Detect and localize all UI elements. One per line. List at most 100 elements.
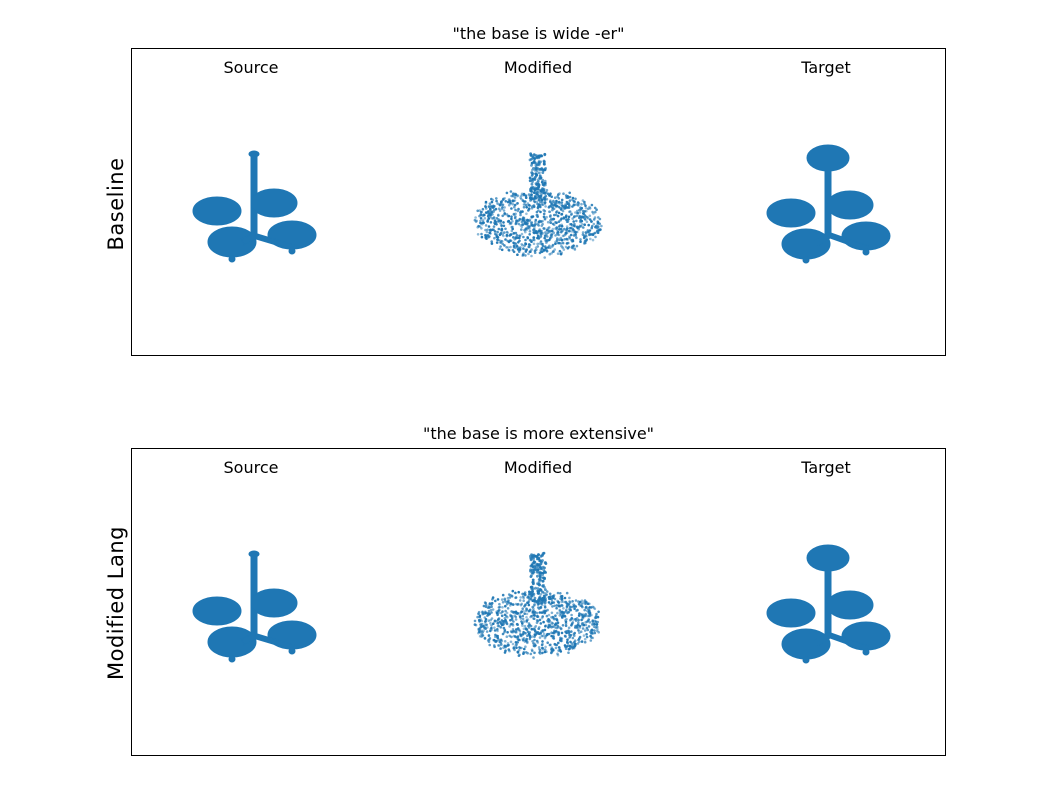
point <box>480 619 483 623</box>
point <box>560 600 563 603</box>
point <box>480 625 483 628</box>
point <box>568 204 571 208</box>
point <box>522 247 525 250</box>
point <box>539 602 543 605</box>
point <box>555 604 559 607</box>
point <box>526 219 529 222</box>
point <box>553 203 556 207</box>
point <box>583 217 587 220</box>
point <box>558 648 562 652</box>
point <box>485 630 489 633</box>
point <box>505 614 508 618</box>
point <box>587 223 590 227</box>
point <box>520 610 523 614</box>
point <box>594 614 598 618</box>
point <box>514 618 518 621</box>
point <box>495 639 498 643</box>
point <box>541 596 544 600</box>
point <box>541 640 544 643</box>
point <box>550 252 553 255</box>
point <box>507 643 510 647</box>
point <box>521 592 524 596</box>
point <box>541 651 544 655</box>
point <box>556 230 560 233</box>
point <box>550 233 554 236</box>
point <box>555 618 559 622</box>
point <box>579 225 583 228</box>
point <box>522 620 526 623</box>
point <box>503 244 506 247</box>
point <box>497 207 501 210</box>
point <box>509 604 512 607</box>
point <box>578 626 582 629</box>
point <box>531 224 535 228</box>
point <box>511 202 515 206</box>
point <box>593 631 597 635</box>
point <box>560 198 564 202</box>
point <box>505 191 509 195</box>
point <box>477 631 480 635</box>
point <box>590 629 594 632</box>
point <box>533 191 536 194</box>
point <box>573 641 576 644</box>
point <box>537 209 540 212</box>
point <box>538 651 541 654</box>
point <box>585 215 589 219</box>
point <box>498 620 502 624</box>
point <box>572 220 575 223</box>
point <box>532 617 536 620</box>
point-cloud-target-lamp <box>766 544 891 664</box>
point <box>541 559 544 562</box>
point <box>484 207 488 210</box>
point <box>596 231 600 234</box>
point <box>506 239 509 243</box>
point <box>560 213 563 216</box>
point <box>496 621 499 625</box>
point <box>576 201 580 204</box>
point <box>566 640 569 644</box>
point <box>493 221 496 225</box>
point <box>589 634 592 638</box>
point <box>482 604 486 608</box>
point <box>527 603 531 607</box>
point <box>485 234 489 237</box>
point <box>538 242 541 245</box>
point <box>581 222 584 226</box>
point <box>535 631 539 634</box>
point <box>543 218 547 221</box>
point <box>525 612 529 616</box>
point <box>550 648 553 651</box>
point <box>568 235 571 238</box>
point <box>478 225 482 228</box>
point <box>555 239 559 242</box>
point <box>541 590 544 594</box>
point <box>578 208 581 212</box>
point <box>514 630 518 634</box>
point <box>546 608 549 612</box>
point <box>559 252 563 256</box>
point <box>533 231 536 234</box>
point <box>589 237 592 241</box>
point <box>523 202 527 206</box>
point <box>533 157 537 161</box>
point <box>557 233 561 237</box>
point <box>568 229 571 233</box>
point <box>549 595 552 598</box>
point <box>516 194 519 198</box>
row-label-modified-lang: Modified Lang <box>104 526 128 680</box>
point <box>521 254 524 257</box>
point <box>539 622 543 625</box>
point <box>507 214 511 218</box>
point <box>516 627 520 630</box>
point <box>543 162 546 166</box>
point <box>552 199 555 203</box>
point <box>539 593 543 596</box>
point <box>541 222 544 226</box>
point <box>550 616 553 619</box>
point <box>545 248 548 252</box>
point <box>536 223 539 226</box>
point <box>538 203 541 206</box>
point <box>531 555 535 558</box>
point <box>525 607 528 610</box>
point <box>487 213 490 216</box>
